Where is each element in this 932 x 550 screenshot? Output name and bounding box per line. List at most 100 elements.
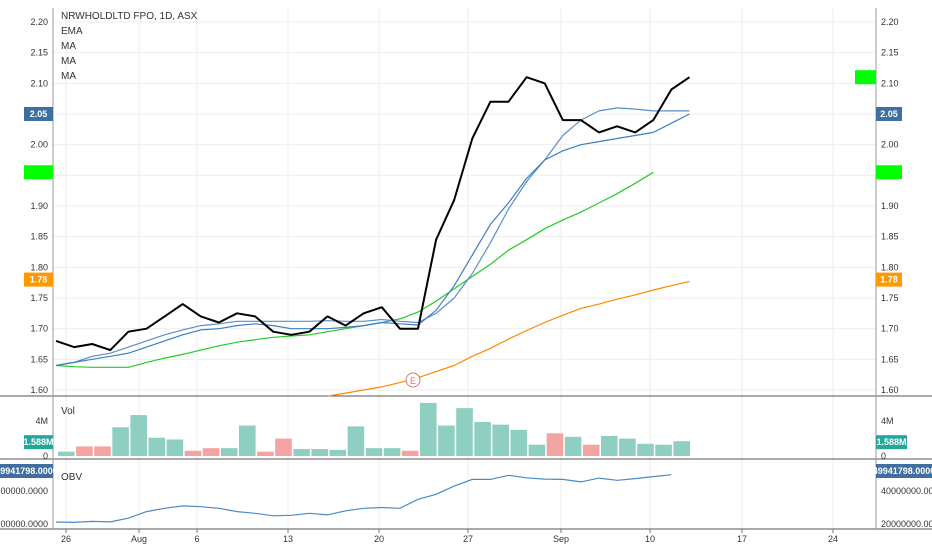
price-tick-left: 2.10	[30, 78, 48, 88]
price-tick-left: 1.90	[30, 201, 48, 211]
price-tag-right-bg	[876, 107, 902, 121]
price-tick-right: 1.80	[881, 262, 899, 272]
price-tag-left-bg	[24, 272, 53, 287]
volume-bar	[492, 424, 509, 456]
volume-tag-left-bg	[24, 435, 53, 450]
legend-ma-3[interactable]: MA	[61, 71, 76, 82]
ma-line-3	[327, 280, 690, 397]
price-tick-left: 1.60	[30, 385, 48, 395]
volume-bar	[456, 408, 473, 456]
volume-bar	[438, 425, 455, 456]
earnings-circle[interactable]	[405, 372, 421, 388]
price-tag-right: 2.05	[880, 109, 898, 119]
price-tag-left: 1.78	[30, 275, 48, 285]
volume-bars	[58, 402, 690, 456]
price-tags: 2.05 2.05 1.78 1.78 1.588M 1.588M 49941798.000…	[0, 70, 932, 478]
volume-bar	[58, 451, 75, 456]
price-tick-right: 2.20	[881, 17, 899, 27]
obv-line	[55, 474, 672, 524]
volume-bar	[76, 446, 93, 456]
obv-tick-right: 40000000.0000	[881, 486, 932, 496]
time-tick-label: 24	[828, 534, 838, 544]
volume-bar	[112, 427, 129, 456]
price-tick-left: 2.20	[30, 17, 48, 27]
price-tick-left: 1.75	[30, 293, 48, 303]
time-tick-label: Sep	[553, 534, 569, 544]
price-tick-left: 2.15	[30, 48, 48, 58]
price-tick-right: 2.00	[881, 140, 899, 150]
volume-bar	[220, 448, 238, 456]
volume-bar	[365, 448, 383, 456]
time-axis[interactable]: 26 Aug 6 13 20 27 Sep 10 17 24	[61, 529, 838, 544]
ma-line-1	[55, 107, 690, 367]
volume-bar	[257, 451, 274, 456]
volume-bar	[202, 448, 220, 456]
volume-bar	[546, 433, 564, 456]
volume-bar	[601, 435, 618, 456]
volume-bar	[166, 439, 184, 456]
left-price-axis: 2.202.152.102.052.001.951.901.851.801.75…	[0, 17, 48, 529]
obv-tick-right: 20000000.0000	[881, 519, 932, 529]
price-tick-right: 1.70	[881, 324, 899, 334]
time-tick-label: 20	[374, 534, 384, 544]
legend-ma-1[interactable]: MA	[61, 41, 76, 52]
price-tick-right: 1.85	[881, 232, 899, 242]
legend-ema[interactable]: EMA	[61, 26, 83, 37]
time-tick-label: 17	[737, 534, 747, 544]
time-tick-label: Aug	[131, 534, 147, 544]
volume-tick-right: 4M	[881, 416, 894, 426]
volume-bar	[148, 437, 166, 456]
price-tick-right: 2.10	[881, 78, 899, 88]
price-line	[55, 76, 691, 352]
price-tick-left: 1.85	[30, 232, 48, 242]
volume-bar	[582, 444, 600, 456]
legend-ma-2[interactable]: MA	[61, 56, 76, 67]
price-tick-left: 1.70	[30, 324, 48, 334]
volume-bar	[528, 444, 546, 456]
time-tick-label: 10	[645, 534, 655, 544]
volume-tag-left: 1.588M	[23, 437, 53, 447]
volume-bar	[474, 422, 491, 456]
volume-tag-right-bg	[876, 435, 907, 450]
ema-line	[55, 113, 690, 367]
volume-bar	[347, 426, 365, 456]
obv-tag-right-bg	[876, 464, 932, 478]
price-tag-left: 2.05	[30, 109, 48, 119]
price-tag-right: 1.78	[880, 275, 898, 285]
price-tick-right: 1.75	[881, 293, 899, 303]
obv-series	[55, 474, 672, 524]
price-tick-right: 1.90	[881, 201, 899, 211]
price-series	[55, 76, 691, 397]
volume-bar	[130, 415, 147, 456]
volume-tag-right: 1.588M	[876, 437, 906, 447]
volume-bar	[564, 436, 582, 456]
volume-bar	[329, 449, 347, 456]
price-tick-left: 1.80	[30, 262, 48, 272]
volume-bar	[184, 450, 202, 456]
chart-title[interactable]: NRWHOLDLTD FPO, 1D, ASX	[61, 11, 198, 22]
earnings-marker[interactable]: E	[405, 372, 421, 388]
time-tick-label: 13	[283, 534, 293, 544]
volume-label[interactable]: Vol	[61, 406, 75, 417]
chart-legend: NRWHOLDLTD FPO, 1D, ASX EMA MA MA MA Vol…	[61, 11, 198, 483]
price-tag-right-bg	[876, 272, 902, 287]
volume-bar	[311, 449, 328, 456]
price-tick-left: 1.65	[30, 354, 48, 364]
price-tick-right: 1.65	[881, 354, 899, 364]
time-tick-label: 26	[61, 534, 71, 544]
volume-bar	[401, 450, 419, 456]
obv-tick-left: 20000000.0000	[0, 519, 48, 529]
obv-label[interactable]: OBV	[61, 472, 82, 483]
volume-bar	[275, 438, 292, 456]
price-tick-left: 2.00	[30, 140, 48, 150]
time-tick-label: 27	[463, 534, 473, 544]
obv-tick-left: 40000000.0000	[0, 486, 48, 496]
price-tag-left-bg	[24, 107, 53, 121]
volume-bar	[673, 441, 690, 456]
ma-level-marker	[876, 165, 902, 180]
volume-bar	[655, 444, 672, 456]
volume-bar	[239, 425, 256, 456]
volume-bar	[619, 438, 636, 456]
